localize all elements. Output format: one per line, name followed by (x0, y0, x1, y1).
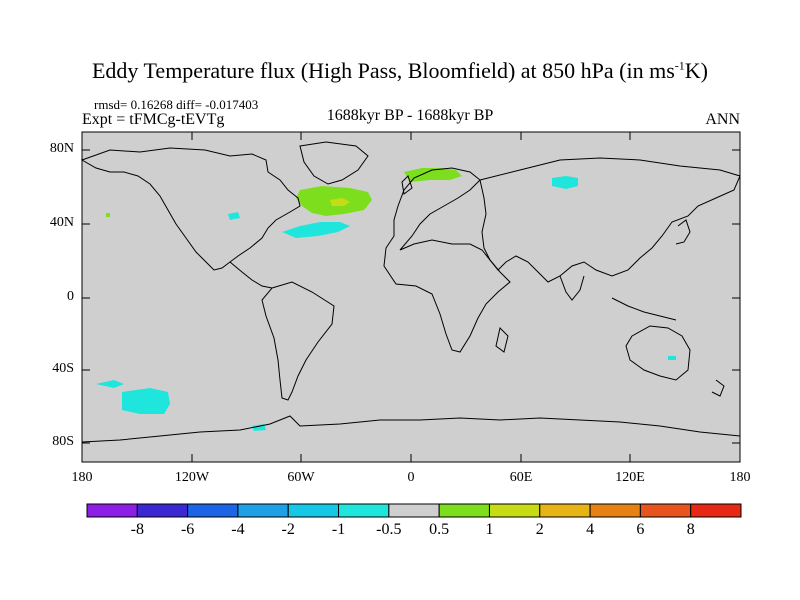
colorbar-label: 4 (586, 521, 595, 538)
lon-label-120w: 120W (174, 470, 210, 485)
colorbar-swatch-7 (438, 503, 490, 518)
season-label: ANN (705, 111, 740, 128)
colorbar-swatch-6 (388, 503, 440, 518)
colorbar-swatch-4 (287, 503, 340, 518)
coast-madagascar (495, 327, 509, 353)
lat-label-40n: 40N (49, 215, 74, 230)
lon-label-60w: 60W (287, 470, 315, 485)
period-label: 1688kyr BP - 1688kyr BP (326, 107, 494, 124)
shade-south-pacific-negative (122, 388, 170, 414)
lat-label-80n: 80N (49, 141, 74, 156)
coast-se-asia-islands (611, 297, 677, 321)
experiment-label: Expt = tFMCg-tEVTg (82, 111, 225, 128)
lon-label-180e: 180 (729, 470, 751, 485)
shade-pacific-negative-small (228, 212, 240, 220)
colorbar-swatch-9 (539, 503, 591, 518)
shade-pacific-positive-small (106, 213, 110, 217)
shade-siberia-negative (552, 176, 578, 189)
colorbar-swatch-11 (639, 503, 692, 518)
colorbar-swatch-3 (237, 503, 289, 518)
coast-north-america (80, 147, 301, 271)
colorbar-label: 6 (636, 521, 645, 538)
colorbar (86, 503, 742, 518)
plot-title: Eddy Temperature flux (High Pass, Bloomf… (91, 58, 708, 83)
coast-central-america (229, 261, 273, 289)
shade-australia-negative (668, 356, 676, 360)
lat-label-80s: 80S (52, 434, 74, 449)
colorbar-label: -2 (281, 521, 295, 538)
lon-label-120e: 120E (615, 470, 645, 485)
colorbar-label: -1 (331, 521, 346, 538)
shade-south-pacific-negative-west (96, 380, 124, 388)
lon-label-180w: 180 (71, 470, 93, 485)
axis-ticks (81, 132, 741, 462)
colorbar-swatch-10 (589, 503, 641, 518)
colorbar-label: -4 (231, 521, 245, 538)
coast-antarctica (81, 415, 741, 443)
shade-atlantic-negative (282, 222, 350, 238)
coast-japan (675, 219, 691, 245)
coast-india (559, 275, 585, 301)
ocean-background (82, 132, 740, 462)
lat-label-40s: 40S (52, 361, 74, 376)
colorbar-label: 8 (686, 521, 695, 538)
colorbar-label: -6 (180, 521, 195, 538)
colorbar-label: -8 (130, 521, 144, 538)
coast-south-america (261, 281, 335, 401)
colorbar-swatch-5 (338, 503, 390, 518)
lon-label-60e: 60E (509, 470, 533, 485)
stats-line: rmsd= 0.16268 diff= -0.017403 (94, 97, 259, 112)
colorbar-label: 0.5 (429, 521, 450, 538)
coast-new-zealand (711, 379, 725, 397)
coast-greenland (299, 141, 369, 185)
colorbar-swatch-8 (488, 503, 541, 518)
colorbar-label: 1 (485, 521, 494, 538)
colorbar-label: 2 (535, 521, 544, 538)
shade-scandinavia-positive (404, 168, 462, 182)
shade-north-atlantic-core (330, 198, 350, 206)
lon-label-0: 0 (407, 470, 415, 485)
colorbar-label: -0.5 (376, 521, 402, 538)
lat-label-0: 0 (67, 289, 74, 304)
coast-asia (479, 157, 741, 283)
coast-australia (625, 325, 691, 381)
coast-uk (401, 175, 413, 195)
colorbar-swatch-2 (187, 503, 239, 518)
anomaly-shading (96, 168, 676, 431)
colorbar-swatch-0 (86, 503, 138, 518)
coastlines (80, 141, 741, 443)
colorbar-swatch-12 (690, 503, 742, 518)
colorbar-swatch-1 (136, 503, 189, 518)
